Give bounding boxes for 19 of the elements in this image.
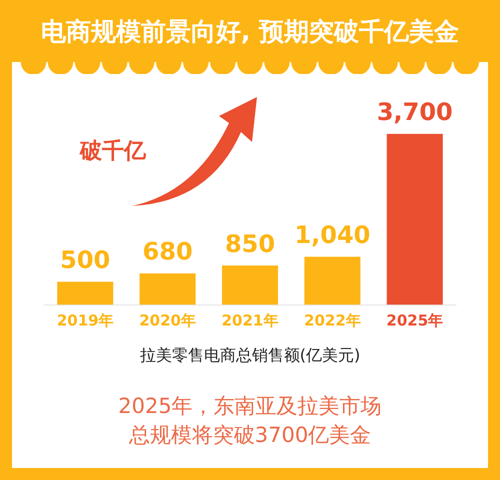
x-tick-label: 2021年 <box>222 312 278 330</box>
text: 2025年，东南亚及拉美市场总规模将突破3700亿美金 <box>117 393 383 449</box>
data-label: 850 <box>224 230 276 258</box>
x-tick-label: 2020年 <box>139 312 196 330</box>
data-label: 500 <box>60 246 110 274</box>
data-label: 680 <box>142 238 193 266</box>
bar <box>304 256 360 305</box>
annotation: 破千亿 <box>80 138 146 166</box>
data-label: 1,040 <box>294 220 370 249</box>
x-tick-label: 2019年 <box>56 312 114 330</box>
bar <box>222 266 278 305</box>
x-axis-title: 拉美零售电商总销售额(亿美元) <box>140 346 360 365</box>
bar <box>57 282 114 305</box>
x-tick-label: 2022年 <box>304 312 361 330</box>
bar <box>140 273 196 305</box>
x-tick-label: 2025年 <box>386 312 444 330</box>
bar <box>386 134 443 305</box>
chart-title: 电商规模前景向好, 预期突破千亿美金 <box>40 16 460 48</box>
data-label: 3,700 <box>376 98 453 126</box>
